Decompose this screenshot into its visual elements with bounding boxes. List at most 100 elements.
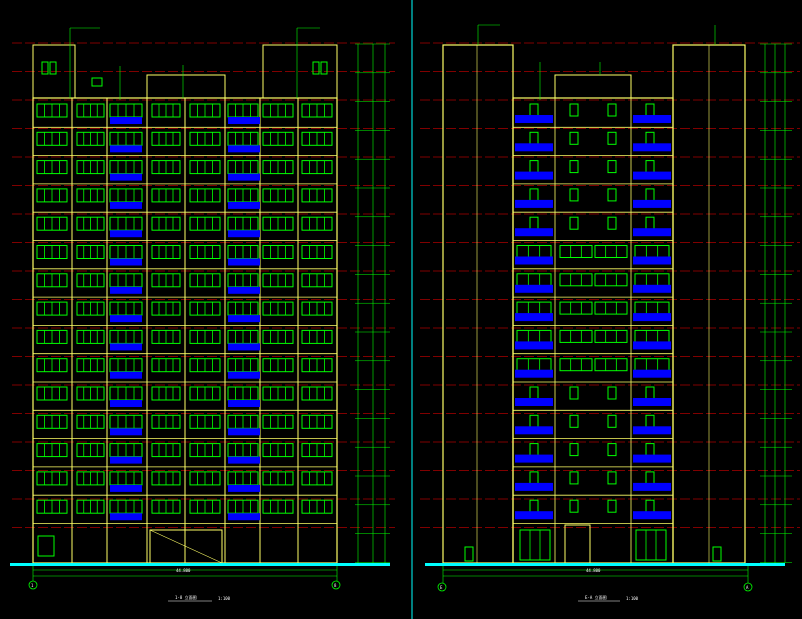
front-ground-line [10, 563, 390, 566]
front-balcony [228, 343, 260, 351]
side-balcony [633, 228, 671, 237]
side-balcony [515, 228, 553, 237]
front-roof-stair-block [146, 74, 226, 99]
side-window [529, 103, 539, 117]
side-stair-door [564, 524, 591, 564]
side-window [645, 188, 655, 202]
side-balcony [515, 369, 553, 378]
side-window [594, 273, 628, 287]
side-balcony [515, 115, 553, 123]
front-balcony [110, 484, 142, 492]
side-window [569, 499, 579, 513]
front-balcony [228, 315, 260, 323]
side-window [516, 301, 552, 315]
side-window [516, 273, 552, 287]
side-view-scale: 1:100 [626, 596, 639, 601]
front-balcony [228, 173, 260, 181]
side-entrance-door [519, 529, 551, 561]
side-window [607, 471, 617, 485]
side-window [607, 188, 617, 202]
front-balcony [110, 258, 142, 266]
side-roof-stair-block [554, 74, 632, 99]
side-window [645, 160, 655, 174]
front-roof-window [320, 61, 328, 75]
front-balcony [110, 201, 142, 209]
front-roof-window [91, 77, 103, 87]
side-window [645, 471, 655, 485]
front-roof-block-right [262, 44, 338, 99]
side-window [594, 329, 628, 343]
side-window [569, 216, 579, 230]
side-window [634, 245, 670, 258]
side-window [569, 471, 579, 485]
side-window [569, 160, 579, 174]
side-window [645, 443, 655, 457]
side-balcony [633, 482, 671, 491]
axis-bubble-front-end [331, 580, 341, 590]
side-balcony [633, 454, 671, 463]
side-balcony [515, 482, 553, 491]
side-balcony [515, 511, 553, 520]
front-roof-window [41, 61, 49, 75]
side-window [634, 301, 670, 315]
front-total-dimension: 44.800 [176, 568, 191, 573]
side-balcony [633, 398, 671, 406]
side-window [569, 103, 579, 117]
side-balcony [515, 454, 553, 463]
side-window [529, 131, 539, 145]
side-window [607, 131, 617, 145]
side-window [516, 358, 552, 372]
side-window [594, 245, 628, 258]
side-window [529, 499, 539, 513]
side-balcony [633, 511, 671, 520]
side-balcony [633, 256, 671, 265]
side-window [529, 471, 539, 485]
side-window [607, 216, 617, 230]
side-window [645, 216, 655, 230]
front-view-title: 1-8 立面图 [175, 595, 197, 600]
front-balcony [228, 456, 260, 464]
side-window [516, 245, 552, 258]
front-balcony [110, 286, 142, 294]
side-balcony [633, 369, 671, 378]
side-balcony [515, 171, 553, 180]
side-window [645, 103, 655, 117]
front-view-scale: 1:100 [218, 596, 231, 601]
front-axis-start-label: 1 [31, 583, 34, 588]
side-balcony [633, 115, 671, 123]
side-window [569, 443, 579, 457]
front-balcony [110, 315, 142, 323]
side-window [634, 358, 670, 372]
side-balcony [633, 284, 671, 293]
side-balcony [515, 256, 553, 265]
side-window [645, 414, 655, 428]
front-roof-window [312, 61, 320, 75]
front-balcony [110, 230, 142, 238]
side-balcony [633, 341, 671, 350]
side-window [569, 188, 579, 202]
side-window [559, 329, 593, 343]
side-window [559, 358, 593, 372]
side-window [607, 103, 617, 117]
side-window [607, 443, 617, 457]
front-balcony [228, 371, 260, 379]
front-balcony [110, 428, 142, 436]
side-window [569, 386, 579, 400]
side-window [607, 386, 617, 400]
front-elevation-view [10, 27, 395, 581]
front-balcony [228, 428, 260, 436]
front-balcony [110, 117, 142, 124]
side-window [645, 131, 655, 145]
front-balcony [228, 230, 260, 238]
front-balcony [228, 400, 260, 407]
side-window [634, 273, 670, 287]
front-balcony [228, 201, 260, 209]
front-balcony [228, 484, 260, 492]
side-total-dimension: 44.800 [586, 568, 601, 573]
side-window [607, 499, 617, 513]
side-window [607, 414, 617, 428]
side-window [559, 301, 593, 315]
side-window [594, 301, 628, 315]
axis-bubble-side-start [437, 582, 447, 592]
